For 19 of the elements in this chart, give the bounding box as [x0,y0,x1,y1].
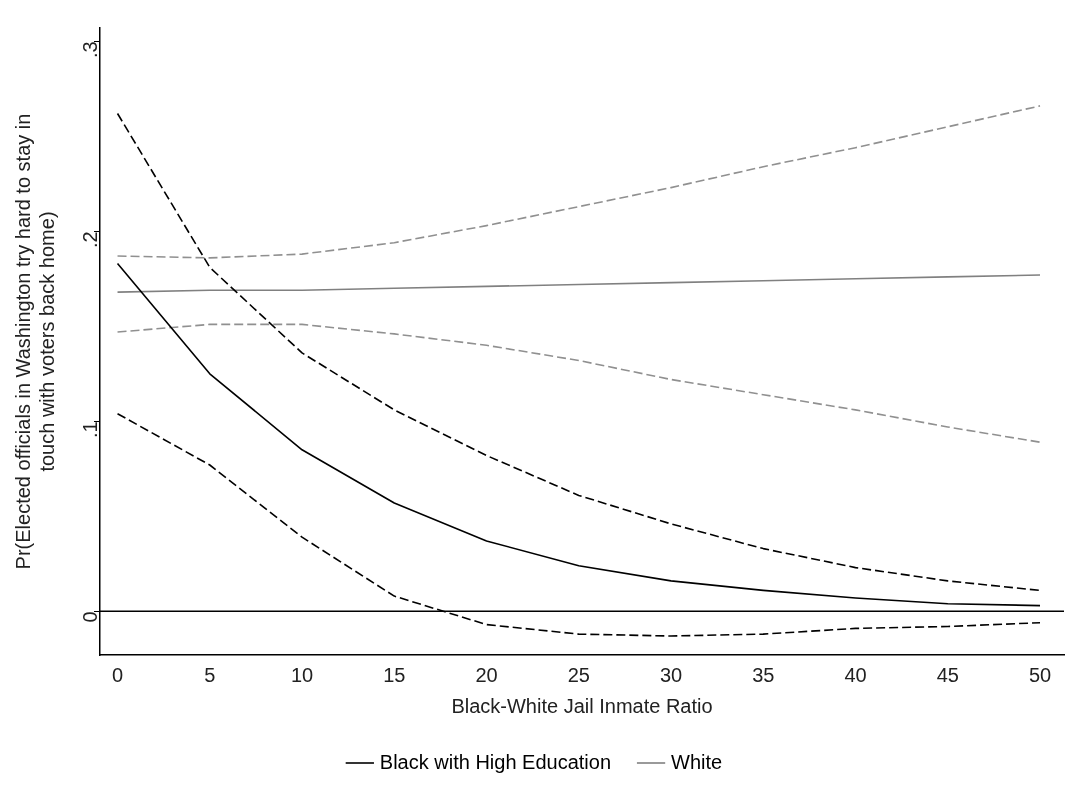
x-axis-title: Black-White Jail Inmate Ratio [451,694,713,717]
y-tick-label: .2 [78,231,101,248]
x-tick-label: 50 [1028,663,1052,686]
x-tick-label: 15 [383,663,406,686]
y-tick-label: 0 [78,611,101,623]
x-tick-label: 40 [844,663,867,686]
x-tick-label: 25 [567,663,590,686]
x-tick-label: 30 [659,663,683,686]
x-tick-label: 5 [204,663,216,686]
y-axis-title: Pr(Elected officials in Washington try hard to stay in touch with voters back home) [11,113,58,570]
x-tick-label: 35 [752,663,775,686]
legend-label: Black with High Education [379,750,612,773]
x-tick-label: 10 [290,663,314,686]
y-tick-label: .1 [78,421,101,438]
x-tick-label: 45 [936,663,959,686]
legend-label: White [671,750,723,773]
y-tick-label: .3 [78,41,101,58]
x-tick-label: 20 [475,663,498,686]
x-tick-label: 0 [111,663,124,686]
